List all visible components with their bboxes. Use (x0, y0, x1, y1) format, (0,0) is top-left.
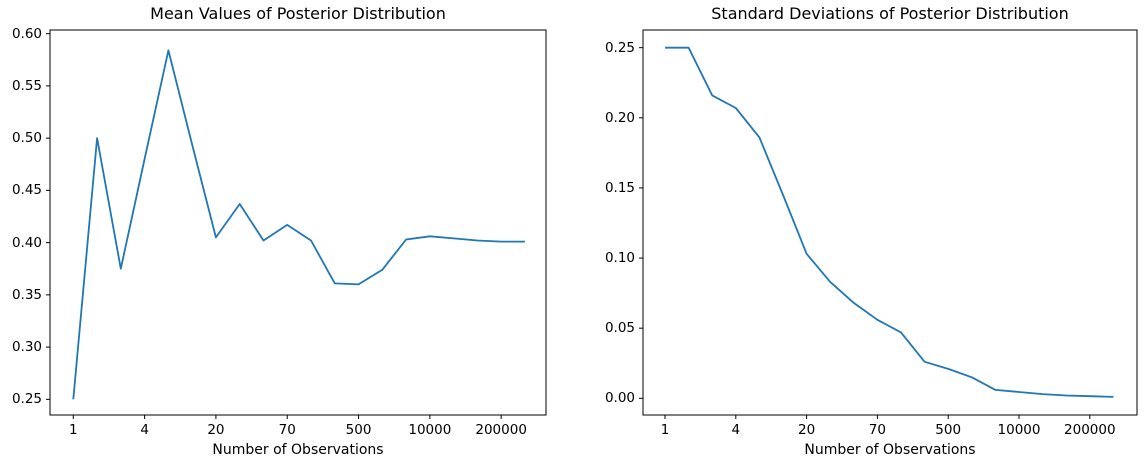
chart-title-mean-values: Mean Values of Posterior Distribution (150, 4, 446, 23)
axes-spines (49, 29, 547, 416)
chart-group-0 (46, 29, 547, 419)
y-tick-label: 0.10 (604, 250, 635, 267)
x-tick-label: 500 (345, 422, 372, 438)
x-tick-label: 4 (731, 422, 741, 438)
x-tick-label: 500 (935, 422, 962, 438)
x-tick-label: 10000 (408, 422, 452, 438)
y-tick-label: 0.05 (604, 320, 635, 337)
y-tick-label: 0.50 (11, 130, 42, 147)
y-tick-label: 0.00 (604, 390, 635, 407)
x-tick-label: 10000 (997, 422, 1041, 438)
y-tick-label: 0.20 (604, 109, 635, 126)
y-tick-label: 0.25 (604, 39, 635, 56)
x-axis-label-left: Number of Observations (212, 442, 384, 458)
x-tick-label: 200000 (475, 422, 527, 438)
y-tick-label: 0.30 (11, 339, 42, 356)
y-tick-label: 0.45 (11, 182, 42, 199)
x-tick-label: 200000 (1064, 422, 1116, 438)
y-tick-label: 0.40 (11, 234, 42, 251)
x-tick-label: 1 (69, 422, 78, 438)
x-tick-label: 1 (660, 422, 670, 438)
y-tick-label: 0.15 (604, 179, 635, 196)
y-tick-label: 0.25 (11, 391, 42, 408)
data-line (665, 46, 1114, 398)
y-tick-label: 0.60 (11, 25, 42, 42)
x-tick-label: 20 (798, 422, 816, 438)
x-tick-label: 70 (278, 422, 296, 438)
y-tick-label: 0.55 (11, 77, 42, 94)
x-tick-label: 4 (140, 422, 149, 438)
data-line (72, 49, 525, 400)
y-tick-label: 0.35 (11, 286, 42, 303)
x-tick-label: 20 (207, 422, 225, 438)
chart-group-1 (639, 29, 1138, 419)
x-tick-label: 70 (868, 422, 886, 438)
chart-title-standard-deviations: Standard Deviations of Posterior Distrib… (711, 4, 1069, 23)
x-axis-label-right: Number of Observations (804, 442, 976, 458)
axes-spines (642, 29, 1138, 416)
